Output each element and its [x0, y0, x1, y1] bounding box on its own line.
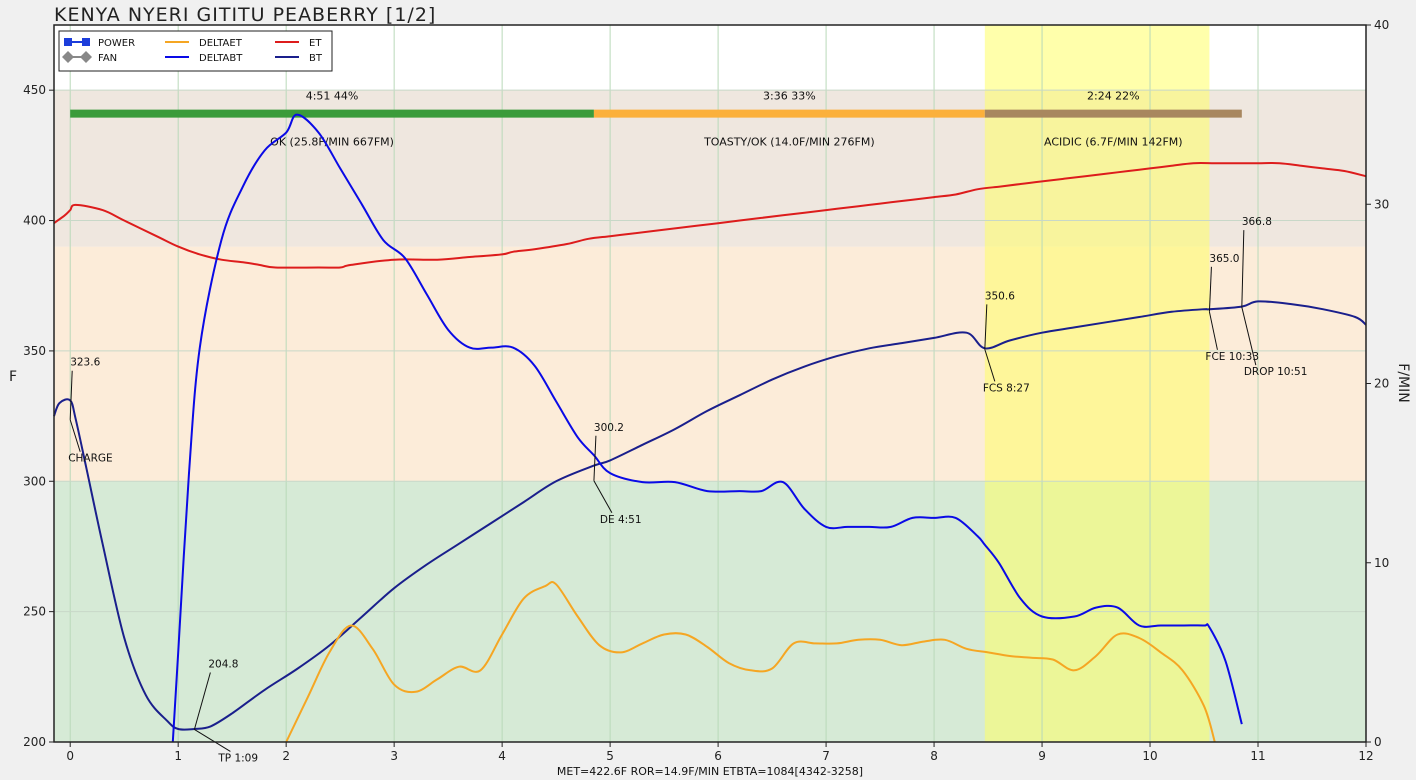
x-tick-label-12: 12 — [1358, 749, 1373, 763]
x-tick-label-6: 6 — [714, 749, 722, 763]
y-tick-label-4: 400 — [23, 214, 46, 228]
phase-duration-2: 2:24 22% — [1087, 90, 1140, 103]
series-line-et — [53, 162, 1367, 269]
x-tick-label-2: 2 — [282, 749, 290, 763]
annotation-leader-value-4 — [1208, 266, 1212, 312]
annotation-value-3: 350.6 — [985, 290, 1015, 302]
phase-duration-1: 3:36 33% — [763, 90, 816, 103]
annotation-leader-event-0 — [69, 419, 81, 452]
x-tick-label-10: 10 — [1142, 749, 1157, 763]
annotation-value-5: 366.8 — [1242, 216, 1272, 228]
legend-marker-b-0 — [82, 38, 90, 46]
x-tick-label-4: 4 — [498, 749, 506, 763]
series-line-deltaet — [285, 580, 1216, 743]
legend-label-1: FAN — [98, 53, 117, 64]
phase-label-0: OK (25.8F/MIN 667FM) — [270, 136, 394, 149]
annotation-event-1: TP 1:09 — [217, 752, 258, 764]
annotation-value-0: 323.6 — [70, 357, 100, 369]
y2-tick-label-4: 40 — [1374, 18, 1389, 32]
annotation-event-0: CHARGE — [68, 453, 112, 465]
x-tick-label-3: 3 — [390, 749, 398, 763]
y-tick-label-3: 350 — [23, 344, 46, 358]
annotation-leader-event-3 — [984, 349, 996, 382]
legend-label-0: POWER — [98, 38, 135, 49]
legend-marker-a-0 — [64, 38, 72, 46]
annotation-leader-value-3 — [984, 304, 988, 350]
x-tick-label-7: 7 — [822, 749, 830, 763]
y-tick-label-0: 200 — [23, 735, 46, 749]
legend-label-2: DELTAET — [199, 38, 243, 49]
legend-box — [58, 30, 333, 72]
annotation-leader-event-1 — [194, 729, 231, 752]
x-tick-label-11: 11 — [1250, 749, 1265, 763]
annotation-leader-event-5 — [1241, 306, 1257, 366]
legend-marker-a-1 — [62, 51, 74, 63]
y2-tick-label-2: 20 — [1374, 377, 1389, 391]
x-tick-label-0: 0 — [66, 749, 74, 763]
chart-title: KENYA NYERI GITITU PEABERRY [1/2] — [54, 4, 436, 26]
y-tick-label-5: 450 — [23, 83, 46, 97]
annotation-event-5: DROP 10:51 — [1244, 366, 1308, 378]
phase-duration-0: 4:51 44% — [306, 90, 359, 103]
annotation-leader-value-1 — [193, 672, 211, 730]
y-tick-label-2: 300 — [23, 474, 46, 488]
series-line-deltabt — [171, 113, 1243, 743]
legend-label-5: BT — [309, 53, 323, 64]
annotation-leader-value-5 — [1241, 230, 1245, 308]
y2-tick-label-3: 30 — [1374, 197, 1389, 211]
first-crack-region — [984, 25, 1210, 742]
stats-line: MET=422.6F ROR=14.9F/MIN ETBTA=1084[4342… — [557, 765, 863, 778]
series-line-bt — [53, 300, 1367, 731]
legend: POWER FAN DELTAET DELTABT ET BT — [58, 30, 333, 72]
y-axis-label: F — [9, 369, 17, 385]
legend-label-3: DELTABT — [199, 53, 243, 64]
annotation-event-2: DE 4:51 — [600, 514, 642, 526]
x-tick-label-9: 9 — [1038, 749, 1046, 763]
annotation-event-4: FCE 10:33 — [1205, 351, 1259, 363]
annotation-value-1: 204.8 — [208, 658, 238, 670]
annotation-value-2: 300.2 — [594, 422, 624, 434]
annotation-event-3: FCS 8:27 — [983, 382, 1030, 394]
y-tick-label-1: 250 — [23, 605, 46, 619]
annotation-leader-value-0 — [69, 370, 73, 420]
plot-area: 4:51 44% OK (25.8F/MIN 667FM) 3:36 33% TOAS… — [23, 18, 1389, 764]
x-tick-label-1: 1 — [174, 749, 182, 763]
y2-axis-label: F/MIN — [1395, 363, 1411, 402]
phase-label-2: ACIDIC (6.7F/MIN 142FM) — [1044, 136, 1183, 149]
legend-label-4: ET — [309, 38, 322, 49]
y2-tick-label-1: 10 — [1374, 556, 1389, 570]
x-tick-label-5: 5 — [606, 749, 614, 763]
phase-label-1: TOASTY/OK (14.0F/MIN 276FM) — [703, 136, 875, 149]
annotation-value-4: 365.0 — [1209, 253, 1239, 265]
y2-tick-label-0: 0 — [1374, 735, 1382, 749]
x-tick-label-8: 8 — [930, 749, 938, 763]
annotation-leader-event-4 — [1208, 311, 1218, 350]
annotation-leader-event-2 — [593, 480, 613, 513]
annotation-leader-value-2 — [593, 435, 597, 481]
legend-marker-b-1 — [80, 51, 92, 63]
